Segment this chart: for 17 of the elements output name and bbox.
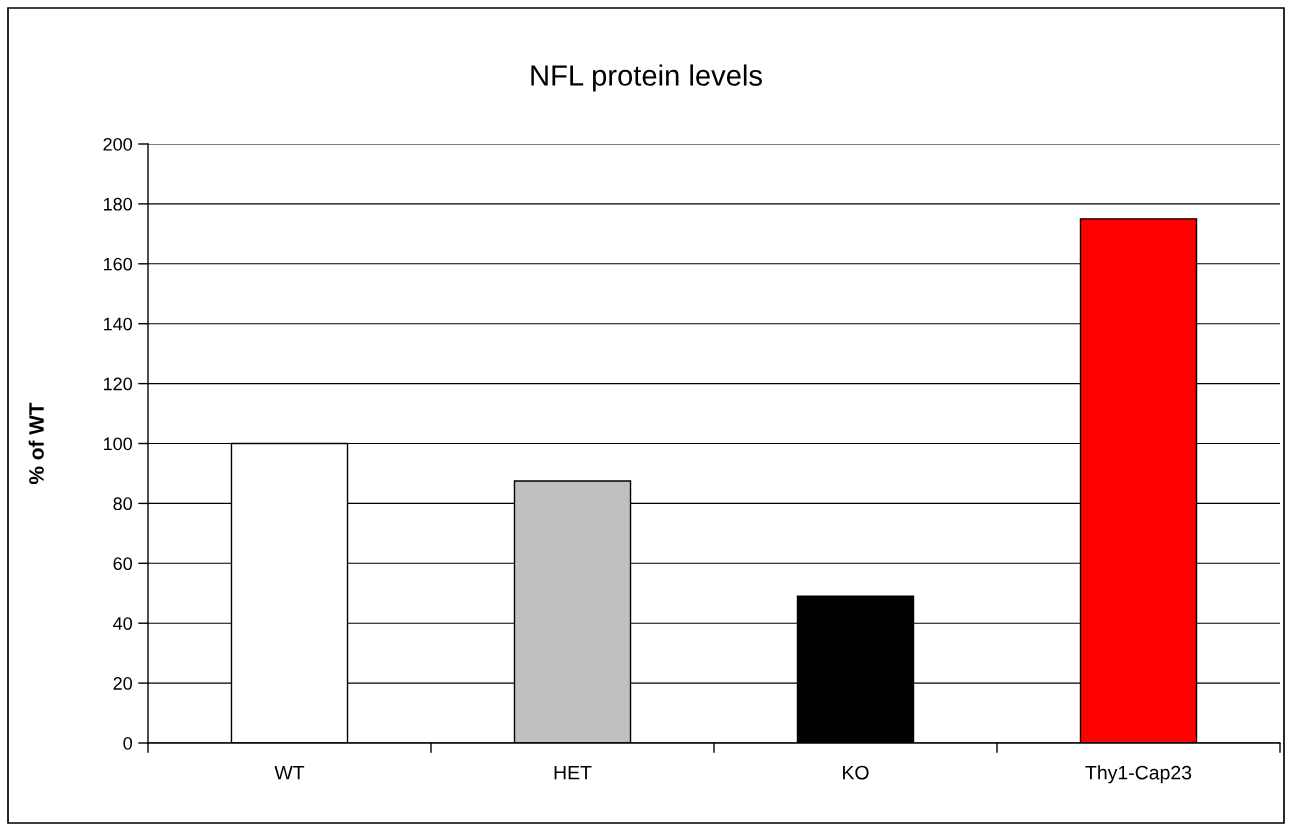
y-tick-label: 40 <box>113 617 133 630</box>
x-tick-label: HET <box>554 765 592 780</box>
y-tick-label: 20 <box>113 677 133 690</box>
chart-title: NFL protein levels <box>531 64 762 92</box>
x-tick-label: WT <box>274 765 305 780</box>
y-tick-label: 180 <box>103 197 133 211</box>
y-tick-label: 0 <box>123 736 133 750</box>
y-axis-title: % of WT <box>28 402 44 485</box>
y-tick-label: 160 <box>103 257 133 271</box>
x-tick-label: KO <box>843 765 869 780</box>
y-tick-label: 80 <box>113 497 133 511</box>
y-tick-label: 100 <box>103 437 133 451</box>
y-tick-label: 60 <box>113 557 133 571</box>
y-tick-label: 140 <box>103 317 133 331</box>
y-tick-label: 200 <box>103 137 133 151</box>
x-tick-label: Thy1-Cap23 <box>1085 765 1192 784</box>
y-tick-label: 120 <box>103 377 133 391</box>
